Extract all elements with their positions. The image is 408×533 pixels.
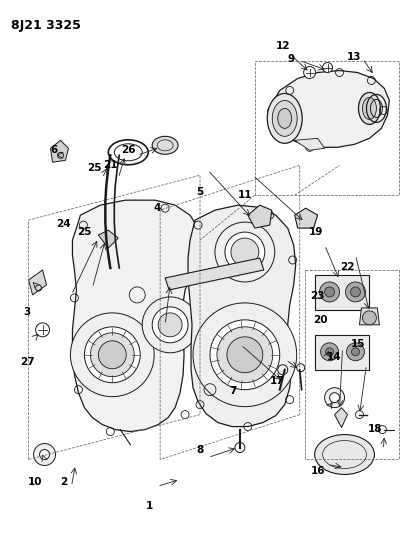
Text: 10: 10 [28, 477, 42, 487]
Circle shape [325, 387, 344, 408]
Text: 5: 5 [196, 187, 204, 197]
Circle shape [84, 327, 140, 383]
Ellipse shape [362, 98, 377, 119]
Circle shape [152, 307, 188, 343]
Text: 19: 19 [308, 227, 323, 237]
Polygon shape [268, 70, 389, 147]
Text: 25: 25 [77, 227, 91, 237]
Polygon shape [335, 408, 348, 427]
Circle shape [319, 282, 339, 302]
Text: 27: 27 [20, 357, 34, 367]
Circle shape [71, 313, 154, 397]
Ellipse shape [272, 100, 297, 136]
Circle shape [350, 287, 360, 297]
Polygon shape [98, 230, 118, 248]
Text: 14: 14 [327, 352, 341, 362]
Text: 18: 18 [368, 424, 382, 434]
Ellipse shape [359, 92, 380, 124]
Circle shape [346, 343, 364, 361]
Text: 26: 26 [122, 144, 136, 155]
Text: 12: 12 [276, 41, 290, 51]
Polygon shape [359, 308, 379, 325]
Text: 7: 7 [229, 386, 236, 397]
Text: 8J21 3325: 8J21 3325 [11, 19, 80, 31]
Polygon shape [248, 205, 272, 228]
Text: 11: 11 [237, 190, 252, 200]
Polygon shape [295, 139, 325, 150]
Text: 1: 1 [146, 500, 153, 511]
Text: 9: 9 [288, 54, 295, 64]
Polygon shape [315, 335, 369, 370]
Circle shape [158, 313, 182, 337]
Circle shape [304, 67, 316, 78]
Circle shape [193, 303, 297, 407]
Circle shape [321, 343, 339, 361]
Text: 21: 21 [103, 160, 118, 171]
Ellipse shape [278, 108, 292, 128]
Text: 13: 13 [347, 52, 362, 61]
Text: 20: 20 [313, 314, 327, 325]
Ellipse shape [267, 93, 302, 143]
Polygon shape [73, 200, 200, 432]
Circle shape [330, 393, 339, 402]
Polygon shape [51, 140, 69, 162]
Circle shape [210, 320, 280, 390]
Circle shape [323, 62, 333, 72]
Circle shape [326, 348, 334, 356]
Text: 25: 25 [87, 163, 102, 173]
Text: 22: 22 [340, 262, 355, 271]
Text: 16: 16 [310, 466, 325, 476]
Text: 23: 23 [310, 290, 325, 301]
Circle shape [91, 333, 134, 377]
Text: 4: 4 [153, 203, 161, 213]
Text: 6: 6 [50, 144, 57, 155]
Polygon shape [315, 275, 369, 310]
Circle shape [142, 297, 198, 353]
Polygon shape [188, 205, 296, 426]
Circle shape [33, 443, 55, 465]
Text: 2: 2 [60, 477, 67, 487]
Circle shape [215, 222, 275, 282]
Polygon shape [165, 258, 264, 290]
Circle shape [40, 449, 49, 459]
Circle shape [346, 282, 366, 302]
Circle shape [352, 348, 359, 356]
Circle shape [325, 287, 335, 297]
Circle shape [225, 232, 265, 272]
Circle shape [35, 323, 49, 337]
Text: 8: 8 [196, 445, 204, 455]
Circle shape [231, 238, 259, 266]
Text: 3: 3 [24, 306, 31, 317]
Polygon shape [295, 208, 317, 228]
Text: 24: 24 [56, 219, 71, 229]
Circle shape [362, 311, 377, 325]
Circle shape [217, 327, 273, 383]
Ellipse shape [315, 434, 375, 474]
Polygon shape [29, 270, 47, 295]
Ellipse shape [152, 136, 178, 154]
Text: 17: 17 [270, 376, 284, 386]
Circle shape [227, 337, 263, 373]
Text: 15: 15 [351, 338, 366, 349]
Circle shape [98, 341, 126, 369]
